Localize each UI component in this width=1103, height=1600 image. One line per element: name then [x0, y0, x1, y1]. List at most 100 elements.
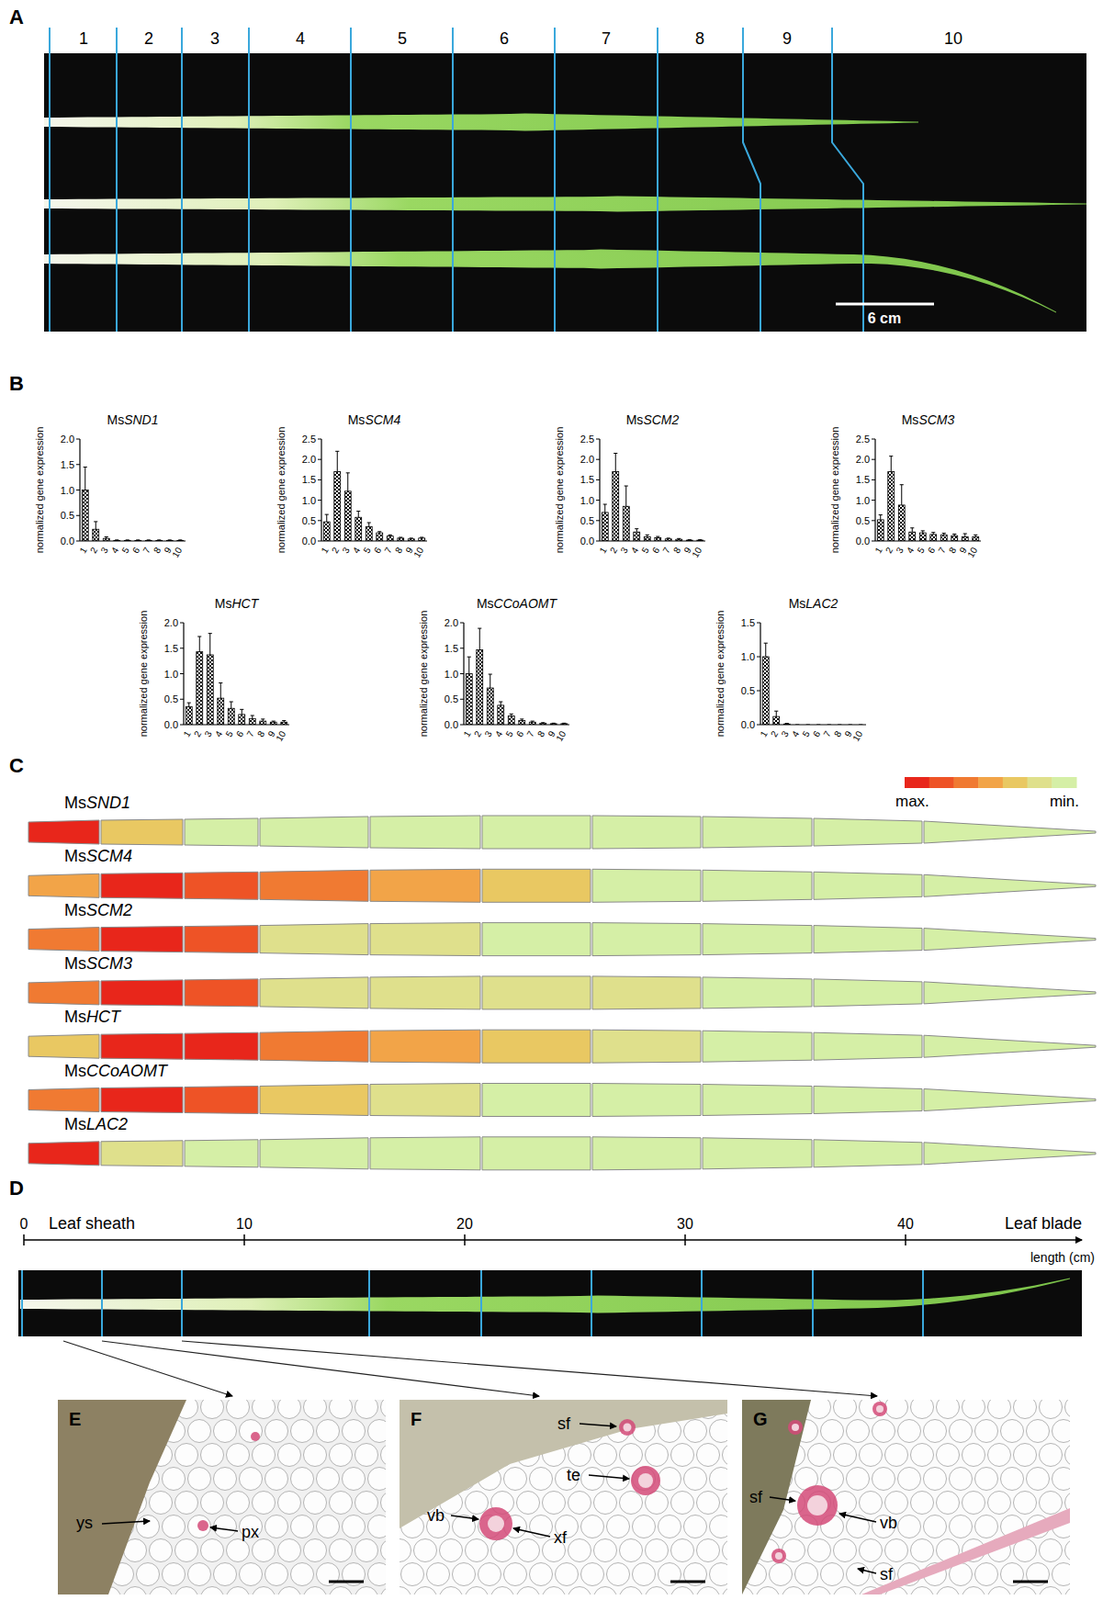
y-axis-title: normalized gene expression — [275, 427, 287, 554]
cell — [671, 1539, 695, 1563]
error-line — [468, 656, 470, 674]
bar — [227, 708, 235, 725]
cell — [645, 1443, 669, 1467]
x-tick-label: 10 — [411, 544, 426, 560]
annotation-arrow — [769, 1496, 796, 1501]
gene: LAC2 — [86, 1114, 128, 1134]
marks — [762, 642, 863, 725]
cell — [988, 1443, 1012, 1467]
leaf-segment — [101, 1087, 183, 1114]
bar-chart: MsHCTnormalized gene expression0.00.51.0… — [137, 596, 290, 743]
cell — [846, 1563, 870, 1587]
cell — [149, 1491, 173, 1515]
y-tick-label: 2.0 — [60, 433, 75, 445]
error-cap — [540, 721, 545, 723]
marks — [323, 450, 425, 541]
y-tick-label: 2.0 — [302, 453, 316, 465]
error-cap — [973, 534, 978, 536]
cell — [316, 1467, 340, 1491]
gene: HCT — [231, 596, 259, 611]
error-bar — [530, 720, 535, 722]
error-cap — [498, 701, 503, 703]
cell — [833, 1586, 857, 1596]
micrograph: Fsftevbxf — [388, 1395, 746, 1600]
scale-swatch — [978, 776, 1003, 788]
y-axis — [182, 622, 184, 725]
cell — [962, 1399, 986, 1419]
bar-chart: MsSCM3normalized gene expression0.00.51.… — [829, 412, 981, 560]
segment-line — [368, 1270, 371, 1337]
length-tick — [243, 1234, 246, 1246]
panel-letter: G — [753, 1408, 768, 1430]
bar — [386, 536, 394, 541]
cell — [923, 1467, 947, 1491]
cell — [555, 1563, 579, 1587]
cell — [568, 1539, 592, 1563]
cell — [1001, 1419, 1025, 1443]
cell — [975, 1419, 999, 1443]
bar — [497, 705, 505, 725]
error-cap — [467, 656, 472, 658]
cell — [962, 1491, 986, 1515]
panel-letter: D — [9, 1176, 24, 1200]
leaf-segment — [813, 1139, 923, 1168]
error-line — [479, 628, 481, 650]
cell — [594, 1539, 618, 1563]
leaf-segment — [259, 1137, 369, 1170]
error-bar — [93, 521, 98, 529]
cell — [542, 1491, 566, 1515]
gene-label: MsSND1 — [64, 793, 131, 812]
error-cap — [388, 534, 393, 536]
leaf-segment — [702, 923, 812, 956]
cell — [303, 1491, 327, 1515]
cell — [439, 1539, 463, 1563]
leaf-segment — [101, 979, 183, 1006]
cell — [581, 1563, 605, 1587]
error-cap — [419, 537, 424, 539]
x-axis — [599, 540, 706, 541]
error-cap — [624, 485, 629, 487]
leaf-segment — [482, 1029, 591, 1063]
y-tick-label: 0.0 — [741, 719, 755, 731]
y-tick-label: 1.0 — [444, 668, 459, 680]
leaf-segment — [101, 1140, 183, 1167]
error-line — [230, 701, 232, 709]
y-axis-title: normalized gene expression — [714, 610, 726, 738]
cell — [291, 1467, 315, 1491]
error-cap — [764, 642, 768, 644]
bar — [909, 531, 916, 541]
cell — [697, 1539, 721, 1563]
gene: CCoAOMT — [494, 596, 559, 611]
error-cap — [377, 530, 382, 532]
segment-line — [480, 1270, 483, 1337]
cell — [414, 1539, 438, 1563]
leaf-segment — [592, 922, 701, 957]
cell — [722, 1443, 729, 1467]
cell — [709, 1563, 729, 1587]
cell — [568, 1491, 592, 1515]
stained-core — [775, 1552, 783, 1560]
y-tick-label: 0.5 — [60, 509, 75, 521]
start-label: Leaf sheath — [48, 1214, 136, 1233]
error-bar — [687, 539, 692, 541]
error-bar — [624, 485, 629, 507]
leaf-segment — [592, 976, 701, 1010]
cell — [149, 1586, 173, 1596]
bar — [951, 535, 958, 541]
segment-line — [180, 1270, 183, 1337]
cell — [201, 1491, 225, 1515]
bar — [344, 491, 351, 541]
error-bar — [634, 528, 639, 533]
bar — [601, 512, 608, 541]
cell — [619, 1491, 643, 1515]
leaf-segment — [184, 871, 259, 900]
y-axis-title: normalized gene expression — [33, 427, 46, 554]
bar — [919, 532, 926, 541]
leaf-segment — [923, 874, 1096, 897]
bar — [465, 674, 473, 726]
y-axis-title: normalized gene expression — [137, 610, 149, 738]
error-bar — [540, 721, 545, 724]
annotation: ys — [76, 1513, 93, 1532]
tissue-band — [399, 1399, 728, 1529]
leaf-segment — [370, 1029, 481, 1063]
